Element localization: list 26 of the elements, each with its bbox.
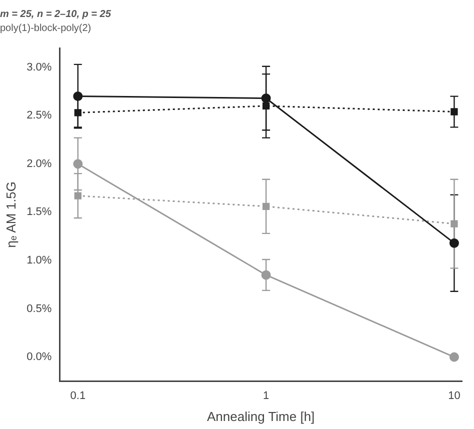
y-tick-label: 3.0% bbox=[26, 61, 52, 74]
y-tick-label: 0.0% bbox=[26, 351, 52, 364]
point bbox=[450, 108, 458, 116]
y-tick-label: 0.5% bbox=[26, 302, 52, 315]
y-tick-label: 1.0% bbox=[26, 254, 52, 267]
x-tick-label: 0.1 bbox=[70, 390, 86, 402]
point bbox=[261, 93, 271, 103]
point bbox=[262, 102, 270, 110]
x-tick-label: 10 bbox=[448, 390, 460, 402]
point bbox=[261, 270, 271, 280]
point bbox=[73, 92, 83, 102]
chart-subtitle: poly(1)-block-poly(2) bbox=[0, 22, 92, 34]
point bbox=[74, 109, 82, 116]
y-tick-label: 2.0% bbox=[26, 158, 52, 170]
chart-title: m = 25, n = 2–10, p = 25 bbox=[0, 8, 112, 20]
y-tick-label: 1.5% bbox=[26, 206, 52, 218]
y-tick-label: 2.5% bbox=[26, 110, 52, 122]
point bbox=[449, 352, 459, 362]
point bbox=[262, 202, 270, 210]
point bbox=[74, 192, 82, 200]
point bbox=[73, 159, 83, 169]
x-axis-title: Annealing Time [h] bbox=[206, 408, 315, 424]
x-tick-label: 1 bbox=[262, 390, 270, 402]
point bbox=[450, 220, 458, 228]
point bbox=[449, 238, 459, 248]
y-axis-title: ηₑ AM 1.5G bbox=[3, 181, 18, 248]
